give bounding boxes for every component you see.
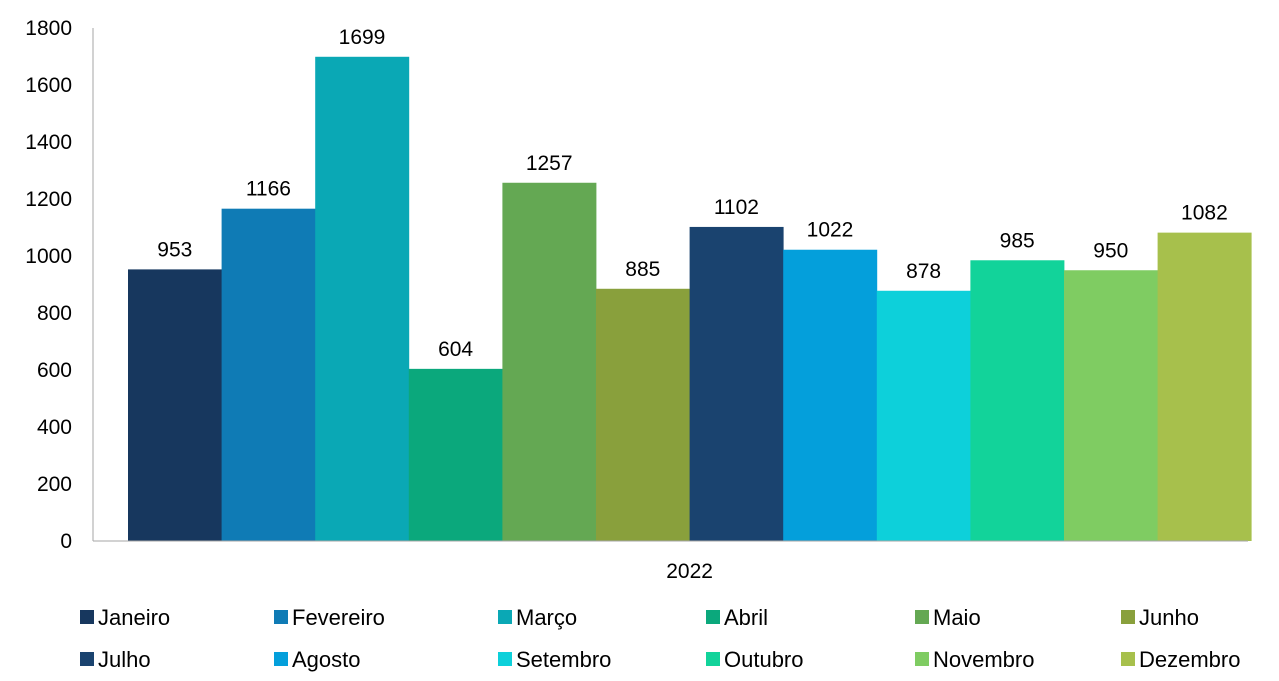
legend-swatch [498,652,512,666]
y-tick-label: 1600 [25,74,72,97]
bar-março [315,56,410,541]
legend-swatch [274,610,288,624]
legend-label: Julho [98,647,151,672]
bar-agosto [783,249,878,542]
legend-swatch [80,610,94,624]
legend-item-fevereiro: Fevereiro [274,605,385,630]
legend-label: Setembro [516,647,611,672]
y-tick-label: 1800 [25,17,72,40]
y-tick-label: 200 [37,473,72,496]
data-label-dezembro: 1082 [1181,202,1228,225]
legend: Janeiro Fevereiro Março Abril Maio Junho Julho… [80,605,1240,672]
legend-label: Junho [1139,605,1199,630]
y-tick-label: 800 [37,302,72,325]
bar-dezembro [1157,232,1252,541]
bar-julho [689,226,784,541]
legend-item-maio: Maio [915,605,981,630]
legend-swatch [706,610,720,624]
bar-outubro [970,260,1065,541]
data-label-fevereiro: 1166 [246,178,291,201]
bar-setembro [876,290,971,541]
y-tick-label: 0 [60,530,72,553]
legend-swatch [915,652,929,666]
legend-item-março: Março [498,605,577,630]
bar-abril [408,368,503,541]
legend-label: Abril [724,605,768,630]
legend-item-abril: Abril [706,605,768,630]
data-label-outubro: 985 [1000,229,1035,252]
legend-label: Dezembro [1139,647,1240,672]
legend-label: Agosto [292,647,361,672]
data-label-maio: 1257 [526,152,573,175]
y-tick-label: 1200 [25,188,72,211]
legend-label: Outubro [724,647,804,672]
legend-label: Maio [933,605,981,630]
y-tick-label: 1400 [25,131,72,154]
legend-item-junho: Junho [1121,605,1199,630]
legend-label: Janeiro [98,605,170,630]
legend-label: Novembro [933,647,1034,672]
y-tick-label: 400 [37,416,72,439]
data-label-novembro: 950 [1093,239,1128,262]
legend-item-dezembro: Dezembro [1121,647,1240,672]
legend-swatch [80,652,94,666]
legend-item-novembro: Novembro [915,647,1034,672]
data-label-setembro: 878 [906,260,941,283]
bar-junho [596,288,690,541]
legend-swatch [274,652,288,666]
data-label-julho: 1102 [714,196,759,219]
data-label-abril: 604 [438,338,473,361]
legend-item-outubro: Outubro [706,647,804,672]
data-label-janeiro: 953 [157,238,192,261]
legend-swatch [1121,652,1135,666]
data-label-agosto: 1022 [807,219,854,242]
data-labels: 953 1166 1699 604 1257 885 1102 1022 878 985 950 10… [157,26,1227,361]
y-axis: 0 200 400 600 800 1000 1200 1400 1600 1800 [25,17,94,553]
y-tick-label: 600 [37,359,72,382]
legend-item-janeiro: Janeiro [80,605,170,630]
legend-swatch [915,610,929,624]
legend-swatch [706,652,720,666]
x-axis: 2022 [93,540,1248,583]
x-tick-label: 2022 [666,560,713,583]
legend-swatch [498,610,512,624]
legend-label: Março [516,605,577,630]
data-label-março: 1699 [339,26,386,49]
y-tick-label: 1000 [25,245,72,268]
legend-swatch [1121,610,1135,624]
legend-label: Fevereiro [292,605,385,630]
bar-novembro [1064,270,1158,541]
bars [128,56,1252,542]
legend-item-setembro: Setembro [498,647,611,672]
bar-maio [502,182,597,541]
bar-fevereiro [221,208,316,541]
legend-item-julho: Julho [80,647,151,672]
data-label-junho: 885 [625,258,660,281]
bar-janeiro [128,269,222,541]
legend-item-agosto: Agosto [274,647,361,672]
